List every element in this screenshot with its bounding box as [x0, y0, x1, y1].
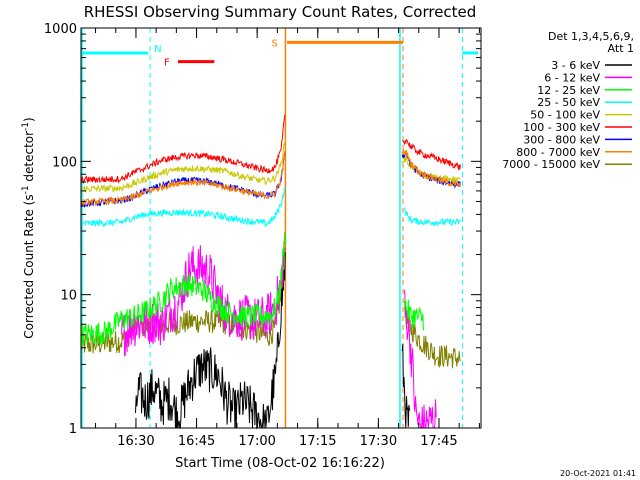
x-tick-label: 17:45	[420, 434, 457, 449]
x-axis-ticks: 16:30 16:45 17:00 17:15 17:30 17:45	[95, 28, 480, 449]
y-tick-label: 1000	[44, 22, 77, 37]
legend-label-8: 7000 - 15000 keV	[502, 158, 600, 171]
legend-label-3: 25 - 50 keV	[537, 96, 600, 109]
night-regions: N	[81, 28, 478, 428]
y-tick-label: 100	[52, 155, 77, 170]
series-line-5	[80, 114, 461, 185]
y-axis-label: Corrected Count Rate (s-1 detector-1)	[21, 117, 36, 338]
legend-label-2: 12 - 25 keV	[537, 84, 600, 97]
night-label: N	[154, 44, 161, 55]
footer-timestamp: 20-Oct-2021 01:41	[560, 469, 636, 478]
x-tick-label: 17:00	[238, 434, 275, 449]
legend-label-1: 6 - 12 keV	[544, 71, 600, 84]
x-tick-label: 16:30	[117, 434, 154, 449]
y-tick-label: 1	[69, 422, 77, 437]
flare-label: F	[164, 58, 170, 69]
legend-label-7: 800 - 7000 keV	[516, 146, 600, 159]
legend-label-5: 100 - 300 keV	[523, 121, 600, 134]
legend-label-0: 3 - 6 keV	[551, 59, 600, 72]
legend-title-line1: Det 1,3,4,5,6,9,	[548, 30, 634, 43]
chart-title: RHESSI Observing Summary Count Rates, Co…	[84, 3, 477, 21]
legend-label-6: 300 - 800 keV	[523, 133, 600, 146]
series-line-0	[135, 251, 411, 430]
x-tick-label: 17:30	[360, 434, 397, 449]
plot-frame	[80, 27, 482, 429]
saa-label: S	[271, 38, 277, 49]
y-tick-label: 10	[60, 289, 77, 304]
series-line-2	[80, 232, 425, 347]
series-line-3	[80, 186, 461, 228]
series-layer	[80, 114, 461, 430]
x-axis-label: Start Time (08-Oct-02 16:16:22)	[175, 456, 385, 471]
legend-label-4: 50 - 100 keV	[530, 109, 600, 122]
series-line-1	[121, 245, 437, 429]
x-tick-label: 16:45	[178, 434, 215, 449]
y-axis-ticks: 1 10 100 1000	[44, 22, 481, 437]
legend-title-line2: Att 1	[608, 42, 634, 55]
series-line-7	[80, 148, 461, 207]
x-tick-label: 17:15	[299, 434, 336, 449]
